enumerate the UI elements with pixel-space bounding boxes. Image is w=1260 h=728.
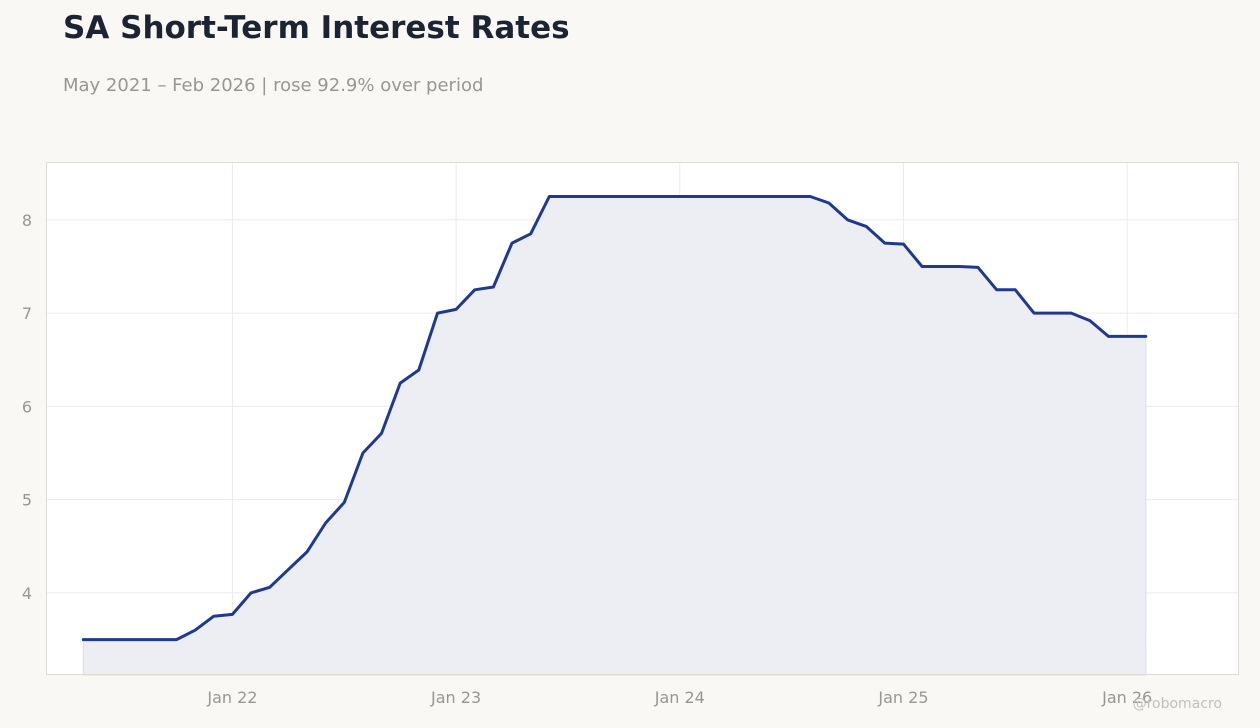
data-point <box>156 638 159 641</box>
data-point <box>678 195 681 198</box>
data-point <box>175 638 178 641</box>
data-point <box>380 432 383 435</box>
data-point <box>1144 335 1147 338</box>
series-line <box>81 195 1148 642</box>
data-point <box>138 638 141 641</box>
data-point <box>1126 335 1129 338</box>
data-point <box>865 225 868 228</box>
data-point <box>529 232 532 235</box>
data-point <box>958 265 961 268</box>
data-point <box>231 613 234 616</box>
data-point <box>473 288 476 291</box>
y-tick-label: 6 <box>22 397 32 416</box>
data-point <box>306 550 309 553</box>
y-tick-label: 8 <box>22 211 32 230</box>
data-point <box>511 242 514 245</box>
data-point <box>660 195 663 198</box>
data-point <box>324 522 327 525</box>
data-point <box>734 195 737 198</box>
data-point <box>883 242 886 245</box>
data-point <box>827 202 830 205</box>
data-point <box>921 265 924 268</box>
data-point <box>361 452 364 455</box>
data-point <box>1014 288 1017 291</box>
plot-frame <box>46 162 1239 675</box>
data-point <box>641 195 644 198</box>
data-point <box>250 591 253 594</box>
data-point <box>939 265 942 268</box>
x-tick-label: Jan 26 <box>1101 688 1152 707</box>
data-point <box>455 308 458 311</box>
data-point <box>194 629 197 632</box>
y-tick-label: 7 <box>22 304 32 323</box>
data-point <box>697 195 700 198</box>
data-point <box>772 195 775 198</box>
watermark: @robomacro <box>1132 696 1222 712</box>
data-point <box>436 312 439 315</box>
data-point <box>268 586 271 589</box>
data-point <box>492 286 495 289</box>
data-point <box>622 195 625 198</box>
data-point <box>82 638 85 641</box>
data-point <box>119 638 122 641</box>
y-tick-label: 5 <box>22 491 32 510</box>
page-subtitle: May 2021 – Feb 2026 | rose 92.9% over pe… <box>63 75 484 96</box>
x-tick-label: Jan 25 <box>877 688 928 707</box>
x-tick-label: Jan 23 <box>430 688 481 707</box>
data-point <box>548 195 551 198</box>
data-point <box>566 195 569 198</box>
data-point <box>977 266 980 269</box>
y-tick-label: 4 <box>22 584 32 603</box>
data-point <box>212 615 215 618</box>
data-point <box>1107 335 1110 338</box>
data-point <box>287 568 290 571</box>
x-tick-label: Jan 22 <box>206 688 257 707</box>
data-point <box>100 638 103 641</box>
data-point <box>399 382 402 385</box>
page-title: SA Short-Term Interest Rates <box>63 10 570 46</box>
data-point <box>902 243 905 246</box>
data-point <box>809 195 812 198</box>
data-point <box>790 195 793 198</box>
data-point <box>1088 319 1091 322</box>
data-point <box>846 218 849 221</box>
data-point <box>343 501 346 504</box>
data-point <box>753 195 756 198</box>
data-point <box>604 195 607 198</box>
data-point <box>585 195 588 198</box>
data-point <box>1070 312 1073 315</box>
data-point <box>1033 312 1036 315</box>
x-tick-label: Jan 24 <box>654 688 705 707</box>
data-point <box>417 369 420 372</box>
data-point <box>995 288 998 291</box>
data-point <box>716 195 719 198</box>
data-point <box>1051 312 1054 315</box>
